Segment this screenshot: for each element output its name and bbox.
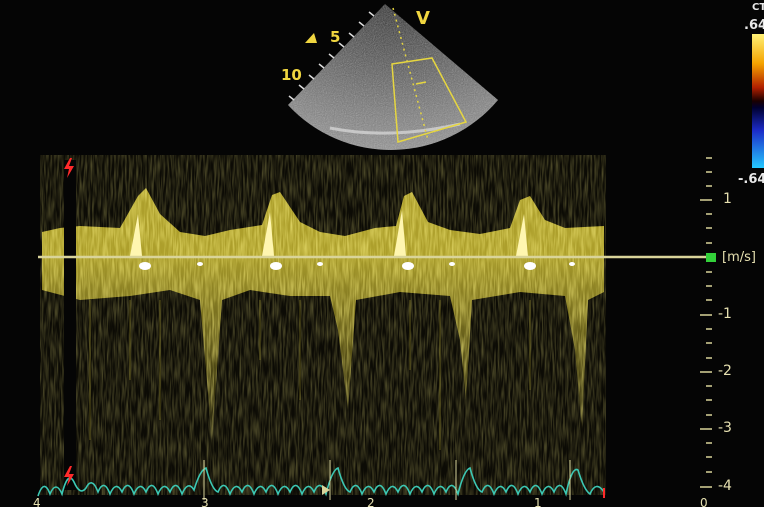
triangle-icon: [305, 33, 317, 43]
velocity-tick-neg4: -4: [718, 478, 732, 494]
time-label-1: 1: [534, 496, 542, 507]
lightning-icon: [64, 466, 74, 486]
color-bar-max: .64: [744, 18, 764, 33]
time-label-3: 3: [201, 496, 209, 507]
velocity-tick-neg2: -2: [718, 363, 732, 379]
color-bar-title: CT: [752, 2, 764, 13]
depth-label-5: 5: [330, 28, 341, 46]
velocity-tick-neg1: -1: [718, 306, 732, 322]
time-label-0: 0: [700, 496, 708, 507]
color-bar: [752, 34, 764, 168]
velocity-tick-1: 1: [723, 191, 732, 207]
beam-label: V: [416, 8, 430, 29]
color-bar-min: -.64: [738, 172, 764, 187]
time-label-4: 4: [33, 496, 41, 507]
velocity-tick-neg3: -3: [718, 420, 732, 436]
sector-image: [288, 4, 498, 150]
depth-label-10: 10: [281, 66, 302, 84]
time-label-2: 2: [367, 496, 375, 507]
lightning-icon: [64, 158, 74, 178]
velocity-unit: [m/s]: [722, 250, 756, 265]
